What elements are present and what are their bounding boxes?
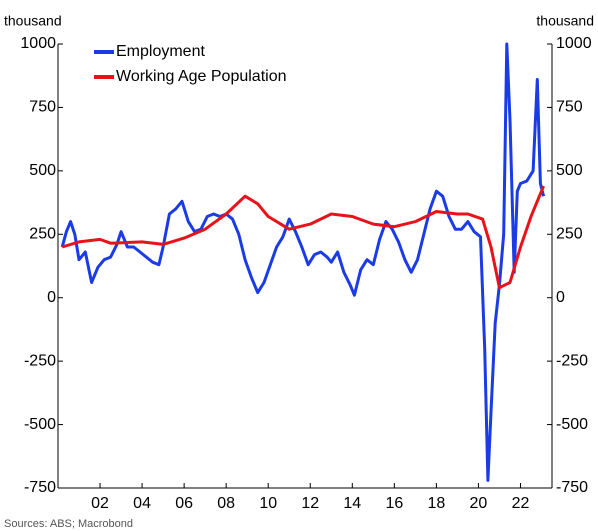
y-tick-label: 750	[29, 99, 56, 116]
x-tick-label: 18	[427, 495, 445, 512]
y2-tick-label: 0	[556, 289, 565, 306]
x-tick-label: 12	[301, 495, 319, 512]
y-tick-label: 250	[29, 226, 56, 243]
x-tick-label: 06	[175, 495, 193, 512]
y2-tick-label: 500	[556, 162, 583, 179]
y2-tick-label: -500	[556, 416, 588, 433]
source: Sources: ABS; Macrobond	[4, 518, 133, 530]
series-line	[60, 42, 546, 482]
y-axis-label: thousand	[4, 13, 62, 29]
x-tick-label: 22	[512, 495, 530, 512]
y2-tick-label: 750	[556, 99, 583, 116]
y2-axis-label: thousand	[536, 13, 594, 29]
x-tick-label: 20	[470, 495, 488, 512]
y-tick-label: 0	[47, 289, 56, 306]
y-tick-label: -250	[24, 352, 56, 369]
x-tick-label: 16	[385, 495, 403, 512]
y-tick-label: 1000	[20, 35, 56, 52]
x-tick-label: 08	[217, 495, 235, 512]
y2-tick-label: 1000	[556, 35, 592, 52]
x-tick-label: 02	[91, 495, 109, 512]
y2-tick-label: -750	[556, 479, 588, 496]
y-tick-label: 500	[29, 162, 56, 179]
series-line	[61, 185, 545, 290]
y-tick-label: -500	[24, 416, 56, 433]
y2-tick-label: 250	[556, 226, 583, 243]
legend-label: Working Age Population	[116, 68, 286, 85]
legend-label: Employment	[116, 43, 205, 60]
y2-tick-label: -250	[556, 352, 588, 369]
x-tick-label: 10	[259, 495, 277, 512]
x-tick-label: 14	[343, 495, 361, 512]
y-tick-label: -750	[24, 479, 56, 496]
x-tick-label: 04	[133, 495, 151, 512]
